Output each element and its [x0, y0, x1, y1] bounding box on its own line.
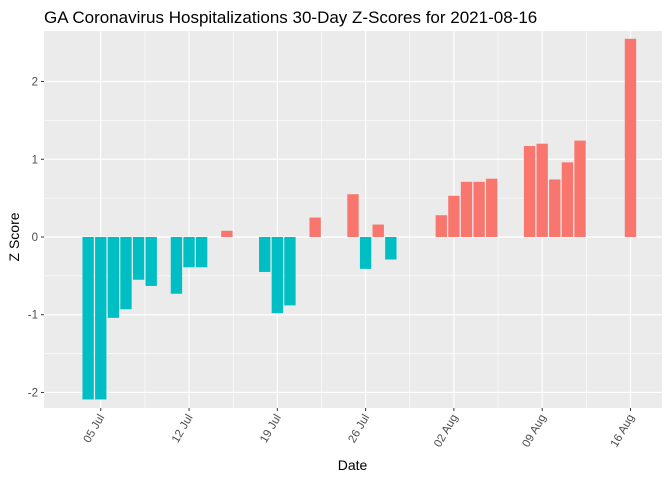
x-axis: 05 Jul 12 Jul 19 Jul 26 Jul 02 Aug 09 Aug 16 A…: [82, 408, 637, 450]
bars-layer: [82, 38, 637, 400]
bar: [284, 236, 296, 306]
bar: [347, 194, 359, 237]
bar: [195, 236, 208, 268]
bar: [473, 181, 485, 237]
bar: [132, 236, 145, 280]
bar: [385, 236, 397, 260]
bar: [107, 236, 120, 318]
bar: [624, 38, 637, 237]
bar: [549, 179, 561, 237]
bar: [271, 236, 284, 314]
y-tick-label: 0: [32, 232, 38, 244]
bar: [309, 217, 321, 237]
bar: [486, 178, 498, 237]
bar: [460, 181, 473, 237]
bar: [523, 146, 536, 237]
x-tick-label: 16 Aug: [609, 413, 637, 450]
x-axis-title: Date: [338, 457, 368, 473]
bar: [435, 215, 447, 237]
x-tick-label: 02 Aug: [432, 413, 460, 450]
bar: [561, 162, 574, 237]
bar: [221, 230, 233, 237]
y-tick-label: -1: [28, 310, 38, 322]
y-tick-label: 2: [32, 77, 38, 89]
bar: [95, 236, 107, 400]
bar: [259, 236, 271, 272]
y-tick-label: 1: [32, 154, 38, 166]
bar: [183, 236, 195, 268]
y-axis: -2 -1 0 1 2: [28, 77, 44, 399]
x-tick-label: 12 Jul: [170, 413, 196, 446]
x-tick-label: 09 Aug: [520, 413, 548, 450]
bar: [170, 236, 183, 294]
y-axis-title: Z Score: [6, 212, 22, 261]
bar: [372, 224, 384, 237]
bar: [120, 236, 132, 310]
bar: [448, 195, 460, 237]
bar: [574, 140, 586, 237]
chart-title: GA Coronavirus Hospitalizations 30-Day Z…: [44, 8, 537, 27]
bar: [359, 236, 372, 269]
x-tick-label: 05 Jul: [82, 413, 108, 446]
bar: [82, 236, 94, 400]
bar: [536, 143, 548, 237]
y-tick-label: -2: [28, 387, 38, 399]
bar: [145, 236, 157, 286]
x-tick-label: 19 Jul: [258, 413, 284, 446]
x-tick-label: 26 Jul: [346, 413, 372, 446]
